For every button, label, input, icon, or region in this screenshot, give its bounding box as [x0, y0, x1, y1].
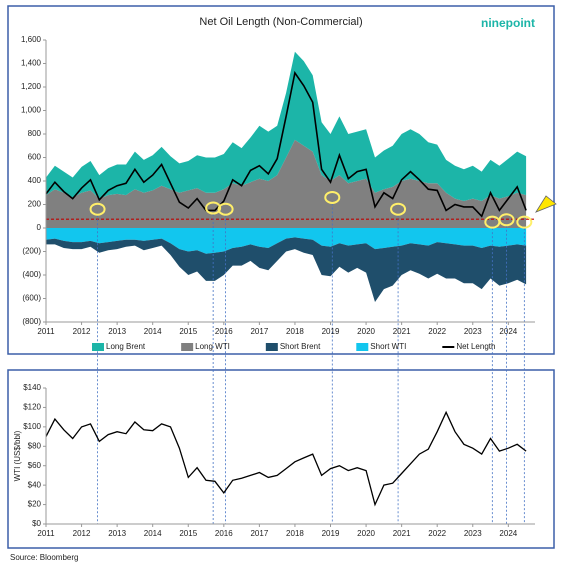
line: [45, 410, 527, 507]
x-tick-label: 2021: [393, 327, 411, 336]
x-tick-label: 2017: [250, 327, 268, 336]
x-tick-label: 2021: [393, 529, 411, 538]
y-tick-label: $40: [28, 480, 42, 489]
y-tick-label: 1,000: [21, 106, 42, 115]
x-tick-label: 2015: [179, 327, 197, 336]
area: [46, 51, 527, 201]
y-tick-label: 1,400: [21, 59, 42, 68]
legend-label: Net Length: [456, 342, 495, 351]
x-tick-label: 2012: [73, 529, 91, 538]
area: [46, 237, 527, 302]
logo: ninepoint: [481, 16, 535, 30]
legend-swatch: [181, 343, 194, 351]
x-tick-label: 2018: [286, 529, 304, 538]
y-tick-label: (600): [22, 294, 41, 303]
x-tick-label: 2023: [464, 529, 482, 538]
y-tick-label: (200): [22, 247, 41, 256]
y-tick-label: $60: [28, 461, 42, 470]
line: [45, 70, 527, 218]
y-tick-label: 600: [28, 153, 42, 162]
x-tick-label: 2023: [464, 327, 482, 336]
y-tick-label: 200: [28, 200, 42, 209]
y-tick-label: $100: [23, 422, 41, 431]
legend-label: Short Brent: [280, 342, 321, 351]
x-tick-label: 2017: [250, 529, 268, 538]
legend-label: Long WTI: [195, 342, 230, 351]
legend-swatch: [92, 343, 104, 351]
x-tick-label: 2014: [144, 529, 162, 538]
x-tick-label: 2016: [215, 327, 233, 336]
source: Source: Bloomberg: [10, 553, 78, 562]
highlight-circle: [498, 213, 515, 227]
x-tick-label: 2020: [357, 327, 375, 336]
x-tick-label: 2013: [108, 327, 126, 336]
area: [46, 139, 527, 228]
legend-label: Long Brent: [106, 342, 146, 351]
legend-swatch: [356, 343, 369, 351]
y-tick-label: (800): [22, 317, 41, 326]
x-tick-label: 2013: [108, 529, 126, 538]
y-tick-label: $140: [23, 383, 41, 392]
x-tick-label: 2018: [286, 327, 304, 336]
x-tick-label: 2011: [37, 529, 55, 538]
highlight-circle: [89, 202, 106, 216]
legend-swatch: [265, 343, 278, 351]
highlight-circle: [390, 202, 407, 216]
x-tick-label: 2015: [179, 529, 197, 538]
y-tick-label: 0: [37, 223, 42, 232]
x-tick-label: 2016: [215, 529, 233, 538]
y-tick-label: $80: [28, 441, 42, 450]
y-tick-label: 800: [28, 129, 42, 138]
x-tick-label: 2012: [73, 327, 91, 336]
x-tick-label: 2022: [428, 327, 446, 336]
highlight-circle: [324, 190, 341, 204]
y-tick-label: $20: [28, 500, 42, 509]
x-tick-label: 2011: [37, 327, 55, 336]
highlight-circle: [205, 201, 222, 215]
bottom-panel: [7, 369, 555, 549]
y-tick-label: $120: [23, 403, 41, 412]
y-tick-label: 1,200: [21, 82, 42, 91]
y-tick-label: 1,600: [21, 35, 42, 44]
x-tick-label: 2019: [322, 529, 340, 538]
y-tick-label: 400: [28, 176, 42, 185]
arrow: [535, 195, 557, 213]
legend-label: Short WTI: [370, 342, 406, 351]
highlight-circle: [217, 202, 234, 216]
y-tick-label: (400): [22, 270, 41, 279]
x-tick-label: 2022: [428, 529, 446, 538]
highlight-circle: [516, 215, 533, 229]
area: [46, 228, 527, 254]
x-tick-label: 2014: [144, 327, 162, 336]
y-axis-label: WTI (US$/bbl): [13, 430, 22, 481]
chart-title: Net Oil Length (Non-Commercial): [199, 16, 362, 28]
x-tick-label: 2020: [357, 529, 375, 538]
top-panel: [7, 5, 555, 355]
y-tick-label: $0: [32, 519, 41, 528]
x-tick-label: 2019: [322, 327, 340, 336]
x-tick-label: 2024: [499, 529, 517, 538]
x-tick-label: 2024: [499, 327, 517, 336]
